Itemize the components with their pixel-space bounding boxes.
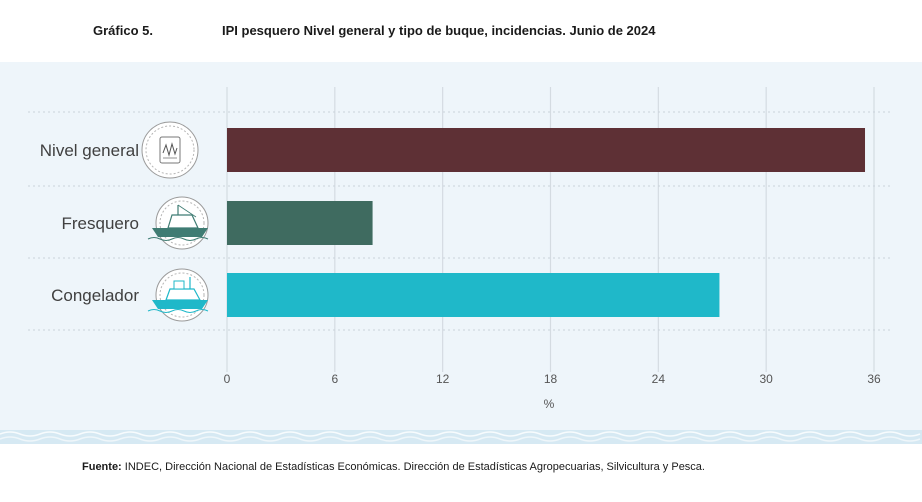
- x-axis-label: %: [544, 397, 555, 411]
- category-label: Nivel general: [40, 141, 139, 160]
- chart-panel: Nivel general Fresquero Congelador 0 6 12 18 2…: [0, 62, 922, 444]
- source-label: Fuente:: [82, 461, 122, 473]
- bar-nivel-general: [227, 128, 866, 172]
- x-tick-label: 30: [759, 372, 773, 386]
- figure-number: Gráfico 5.: [93, 23, 153, 38]
- category-labels: Nivel general Fresquero Congelador: [40, 141, 140, 305]
- bars: [227, 128, 866, 317]
- index-chart-icon: [141, 121, 199, 179]
- x-tick-label: 24: [652, 372, 666, 386]
- x-tick-label: 0: [224, 372, 231, 386]
- bar-fresquero: [227, 201, 373, 245]
- x-tick-label: 12: [436, 372, 450, 386]
- source-note: Fuente: INDEC, Dirección Nacional de Est…: [82, 461, 705, 473]
- bar-congelador: [227, 273, 720, 317]
- freezer-vessel-icon: [147, 268, 209, 322]
- category-label: Fresquero: [62, 214, 139, 233]
- x-tick-label: 6: [331, 372, 338, 386]
- x-tick-labels: 0 6 12 18 24 30 36: [224, 372, 881, 386]
- fresh-fish-vessel-icon: [147, 196, 209, 250]
- source-text: INDEC, Dirección Nacional de Estadística…: [121, 461, 705, 473]
- x-tick-label: 36: [867, 372, 881, 386]
- x-tick-label: 18: [544, 372, 558, 386]
- chart-header: Gráfico 5. IPI pesquero Nivel general y …: [0, 23, 922, 43]
- wave-band: [0, 430, 922, 444]
- chart-title: IPI pesquero Nivel general y tipo de buq…: [222, 23, 656, 38]
- category-icons: [141, 121, 209, 322]
- bar-chart: Nivel general Fresquero Congelador 0 6 12 18 2…: [0, 87, 922, 444]
- category-label: Congelador: [51, 286, 139, 305]
